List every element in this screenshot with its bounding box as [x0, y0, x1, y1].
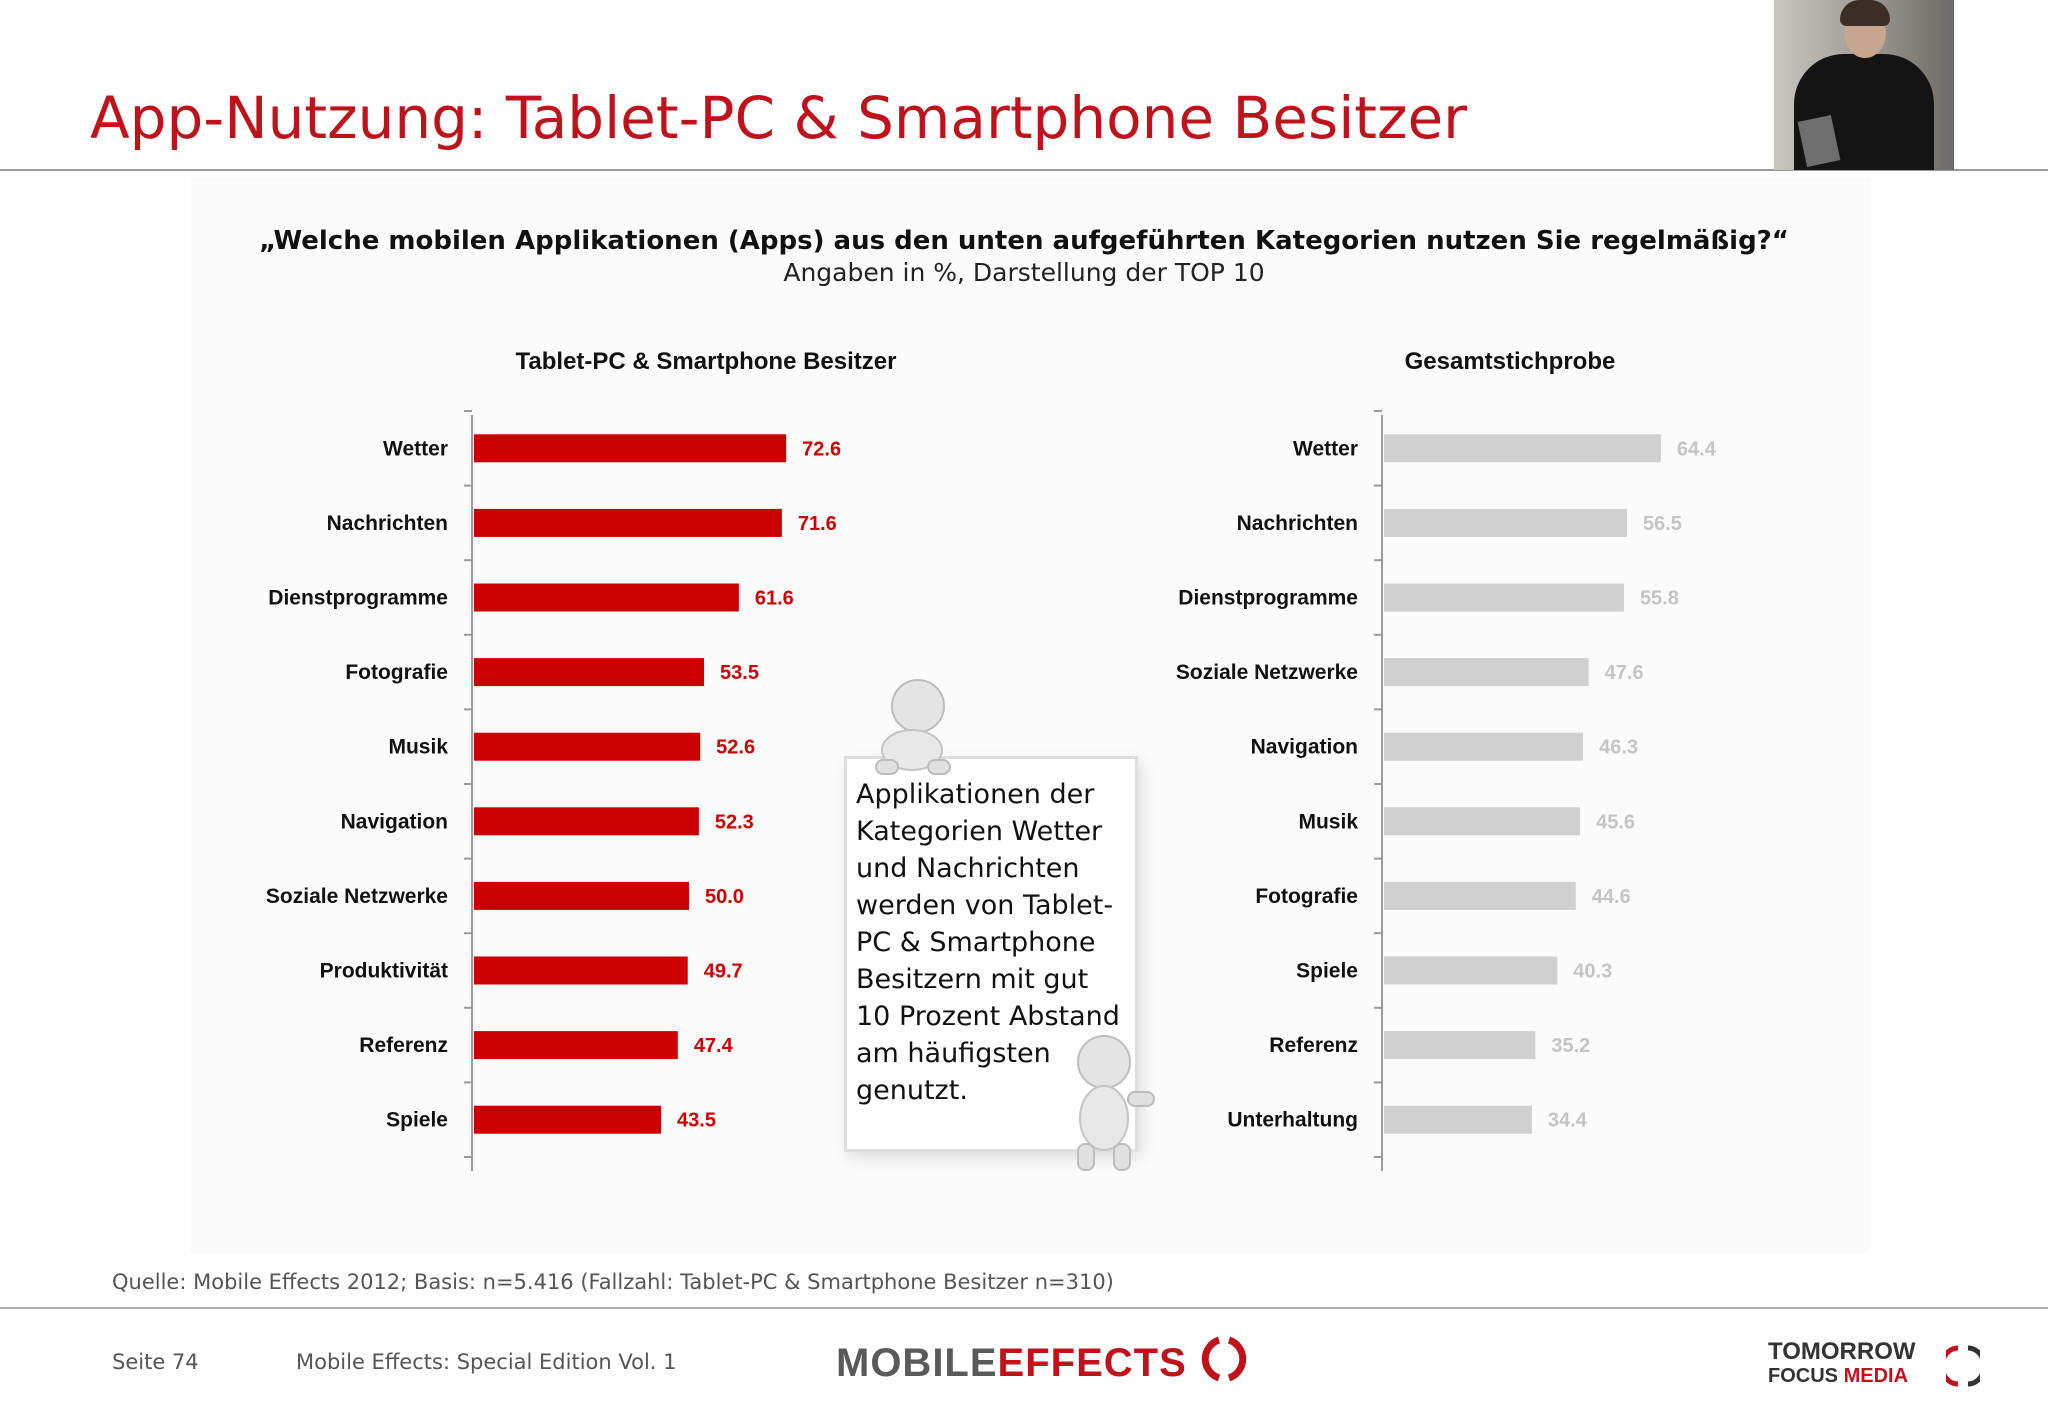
owners-bar — [474, 583, 739, 612]
total-category-label: Nachrichten — [1237, 512, 1358, 535]
total-bar — [1384, 1031, 1536, 1060]
footer-rule — [0, 1307, 2048, 1309]
publication-name: Mobile Effects: Special Edition Vol. 1 — [296, 1350, 677, 1374]
logo-tfm-media: MEDIA — [1843, 1365, 1909, 1387]
total-value-label: 56.5 — [1643, 513, 1682, 535]
total-bar — [1384, 807, 1581, 836]
owners-bar — [474, 508, 782, 537]
owners-category-label: Dienstprogramme — [268, 587, 448, 610]
figure-bottom-icon — [1077, 1035, 1155, 1171]
source-note: Quelle: Mobile Effects 2012; Basis: n=5.… — [112, 1270, 1114, 1294]
total-bar — [1384, 956, 1558, 985]
total-value-label: 64.4 — [1677, 438, 1717, 460]
owners-category-label: Produktivität — [320, 960, 448, 983]
mobile-effects-logo: MOBILEEFFECTS — [836, 1336, 1249, 1386]
total-category-label: Wetter — [1293, 437, 1358, 460]
total-bar — [1384, 434, 1661, 463]
page-number: Seite 74 — [112, 1350, 199, 1374]
header-photo — [1774, 0, 1954, 170]
total-category-label: Musik — [1298, 810, 1358, 833]
total-bar — [1384, 583, 1624, 612]
owners-value-label: 61.6 — [755, 588, 794, 610]
owners-bar — [474, 881, 689, 910]
owners-value-label: 72.6 — [802, 438, 841, 460]
total-bar — [1384, 658, 1589, 687]
callout-note: Applikationen der Kategorien Wetter und … — [836, 679, 1155, 1171]
owners-value-label: 50.0 — [705, 886, 744, 908]
owners-category-label: Wetter — [383, 437, 448, 460]
logo-effects-text: EFFECTS — [997, 1341, 1187, 1385]
owners-category-label: Spiele — [386, 1109, 448, 1132]
owners-bar — [474, 658, 705, 687]
chart-title-total: Gesamtstichprobe — [1404, 348, 1616, 375]
owners-bar — [474, 807, 699, 836]
total-category-label: Fotografie — [1255, 885, 1358, 908]
bar-chart-total: Wetter 64.4 Nachrichten 56.5 Dienstprogramme… — [1176, 410, 1717, 1171]
logo-mobile-text: MOBILE — [836, 1341, 998, 1385]
callout-card — [844, 756, 1138, 1152]
total-value-label: 35.2 — [1551, 1035, 1590, 1057]
owners-category-label: Soziale Netzwerke — [266, 885, 448, 908]
total-category-label: Dienstprogramme — [1178, 587, 1358, 610]
total-category-label: Referenz — [1269, 1034, 1358, 1057]
owners-value-label: 52.6 — [716, 737, 755, 759]
figure-top-icon — [875, 679, 951, 775]
logo-bracket-icon — [1201, 1336, 1247, 1382]
total-value-label: 44.6 — [1592, 886, 1631, 908]
owners-bar — [474, 1105, 662, 1134]
logo-tfm-bracket-icon — [1946, 1345, 1980, 1387]
total-value-label: 46.3 — [1599, 737, 1638, 759]
tomorrow-focus-media-logo: TOMORROW FOCUS MEDIA — [1768, 1338, 1980, 1388]
total-bar — [1384, 1105, 1532, 1134]
owners-bar — [474, 1031, 678, 1060]
owners-value-label: 43.5 — [677, 1110, 716, 1132]
total-category-label: Unterhaltung — [1227, 1109, 1358, 1132]
owners-value-label: 49.7 — [704, 961, 743, 983]
total-value-label: 40.3 — [1573, 961, 1612, 983]
owners-bar — [474, 956, 688, 985]
total-category-label: Spiele — [1296, 960, 1358, 983]
survey-question: „Welche mobilen Applikationen (Apps) aus… — [259, 226, 1789, 256]
total-bar — [1384, 508, 1627, 537]
header-rule — [0, 169, 2048, 171]
logo-tfm-line1: TOMORROW — [1768, 1338, 1916, 1365]
owners-category-label: Musik — [388, 736, 448, 759]
owners-category-label: Referenz — [359, 1034, 448, 1057]
total-value-label: 55.8 — [1640, 588, 1679, 610]
callout-text: Applikationen der Kategorien Wetter und … — [856, 779, 1120, 1106]
chart-title-owners: Tablet-PC & Smartphone Besitzer — [515, 348, 897, 375]
slide-title: App-Nutzung: Tablet-PC & Smartphone Besi… — [90, 84, 1468, 152]
total-category-label: Navigation — [1251, 736, 1358, 759]
owners-value-label: 53.5 — [720, 662, 759, 684]
owners-value-label: 52.3 — [715, 811, 754, 833]
owners-category-label: Nachrichten — [327, 512, 448, 535]
total-bar — [1384, 732, 1584, 761]
total-bar — [1384, 881, 1576, 910]
total-value-label: 34.4 — [1548, 1110, 1588, 1132]
owners-category-label: Fotografie — [345, 661, 448, 684]
total-value-label: 47.6 — [1605, 662, 1644, 684]
total-value-label: 45.6 — [1596, 811, 1635, 833]
owners-category-label: Navigation — [341, 810, 448, 833]
owners-bar — [474, 434, 787, 463]
owners-value-label: 47.4 — [694, 1035, 734, 1057]
total-category-label: Soziale Netzwerke — [1176, 661, 1358, 684]
owners-value-label: 71.6 — [798, 513, 837, 535]
bar-chart-owners: Wetter 72.6 Nachrichten 71.6 Dienstprogramme… — [266, 410, 841, 1171]
logo-tfm-focus: FOCUS — [1768, 1365, 1838, 1387]
survey-subtitle: Angaben in %, Darstellung der TOP 10 — [783, 258, 1265, 287]
owners-bar — [474, 732, 701, 761]
